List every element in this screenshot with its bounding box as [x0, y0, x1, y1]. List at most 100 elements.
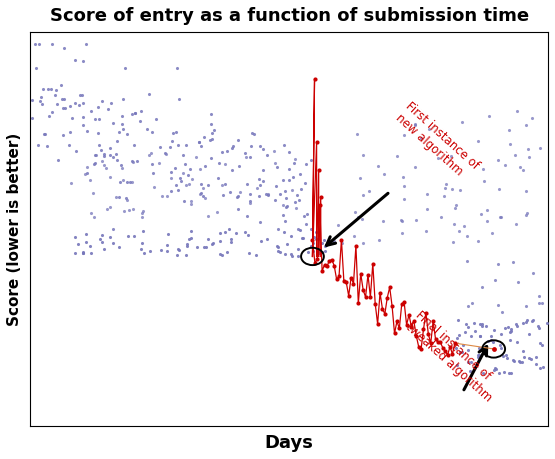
Point	[317, 267, 326, 274]
Point	[165, 144, 174, 151]
Point	[356, 270, 365, 277]
Point	[359, 239, 367, 246]
Point	[285, 177, 294, 184]
Point	[66, 129, 75, 136]
Point	[39, 131, 48, 138]
Point	[350, 232, 359, 239]
Point	[186, 227, 195, 235]
Point	[130, 232, 139, 240]
Point	[327, 237, 336, 245]
Point	[151, 116, 160, 123]
Point	[494, 260, 503, 267]
Point	[453, 316, 462, 323]
Point	[448, 351, 457, 358]
Point	[90, 160, 99, 167]
Point	[256, 142, 265, 150]
Point	[462, 257, 471, 264]
Point	[477, 322, 486, 330]
Point	[206, 120, 215, 128]
Point	[115, 178, 124, 185]
Point	[109, 240, 118, 247]
Point	[60, 44, 69, 51]
Point	[302, 220, 311, 228]
Point	[119, 207, 128, 215]
Point	[392, 152, 401, 159]
Point	[117, 162, 125, 169]
Point	[78, 57, 87, 65]
Point	[171, 164, 180, 172]
Point	[95, 142, 104, 149]
Point	[466, 332, 475, 339]
Point	[497, 344, 506, 352]
Point	[98, 231, 107, 239]
Text: First instance of
new algorithm: First instance of new algorithm	[393, 100, 481, 184]
Point	[538, 341, 547, 349]
Point	[294, 225, 302, 233]
Point	[130, 109, 139, 117]
Point	[314, 166, 323, 174]
Point	[117, 121, 126, 128]
Point	[99, 151, 108, 158]
Point	[320, 242, 329, 250]
Point	[200, 243, 209, 251]
Point	[78, 100, 87, 107]
Point	[32, 65, 41, 72]
Point	[347, 274, 356, 281]
Point	[320, 261, 329, 269]
Point	[525, 330, 534, 338]
Point	[446, 343, 455, 350]
Point	[169, 129, 178, 136]
Point	[103, 106, 112, 113]
Point	[476, 210, 485, 218]
Point	[244, 249, 253, 256]
Point	[246, 154, 255, 161]
Point	[373, 320, 382, 328]
Point	[506, 369, 515, 376]
Point	[332, 275, 341, 283]
Point	[93, 129, 102, 137]
Point	[187, 175, 196, 183]
Point	[482, 323, 491, 330]
Point	[125, 207, 134, 214]
Point	[285, 165, 294, 173]
Point	[524, 154, 533, 161]
Point	[186, 234, 195, 241]
Point	[507, 327, 516, 335]
Point	[57, 81, 65, 88]
Point	[316, 194, 325, 201]
Point	[534, 299, 543, 307]
Point	[488, 338, 497, 346]
Point	[388, 302, 397, 310]
Point	[495, 369, 504, 377]
Point	[95, 236, 104, 243]
Point	[463, 358, 472, 366]
Point	[113, 156, 122, 163]
Point	[214, 174, 223, 182]
Point	[529, 269, 538, 276]
Point	[522, 122, 531, 129]
Point	[138, 239, 147, 246]
Point	[291, 155, 300, 162]
Point	[364, 271, 372, 279]
Point	[534, 325, 543, 332]
Point	[479, 165, 488, 173]
Point	[513, 278, 522, 285]
Point	[78, 249, 87, 257]
Point	[506, 329, 514, 336]
Point	[118, 95, 127, 103]
Point	[484, 112, 493, 120]
Point	[125, 178, 134, 185]
Point	[395, 325, 404, 332]
Point	[118, 112, 127, 120]
Point	[227, 167, 236, 174]
Point	[280, 229, 289, 236]
Point	[173, 251, 181, 258]
Point	[411, 217, 420, 224]
Point	[457, 348, 466, 355]
Point	[223, 148, 231, 155]
Point	[176, 177, 185, 185]
Point	[471, 327, 480, 334]
Point	[308, 236, 317, 243]
Point	[503, 323, 512, 330]
Point	[98, 158, 107, 165]
